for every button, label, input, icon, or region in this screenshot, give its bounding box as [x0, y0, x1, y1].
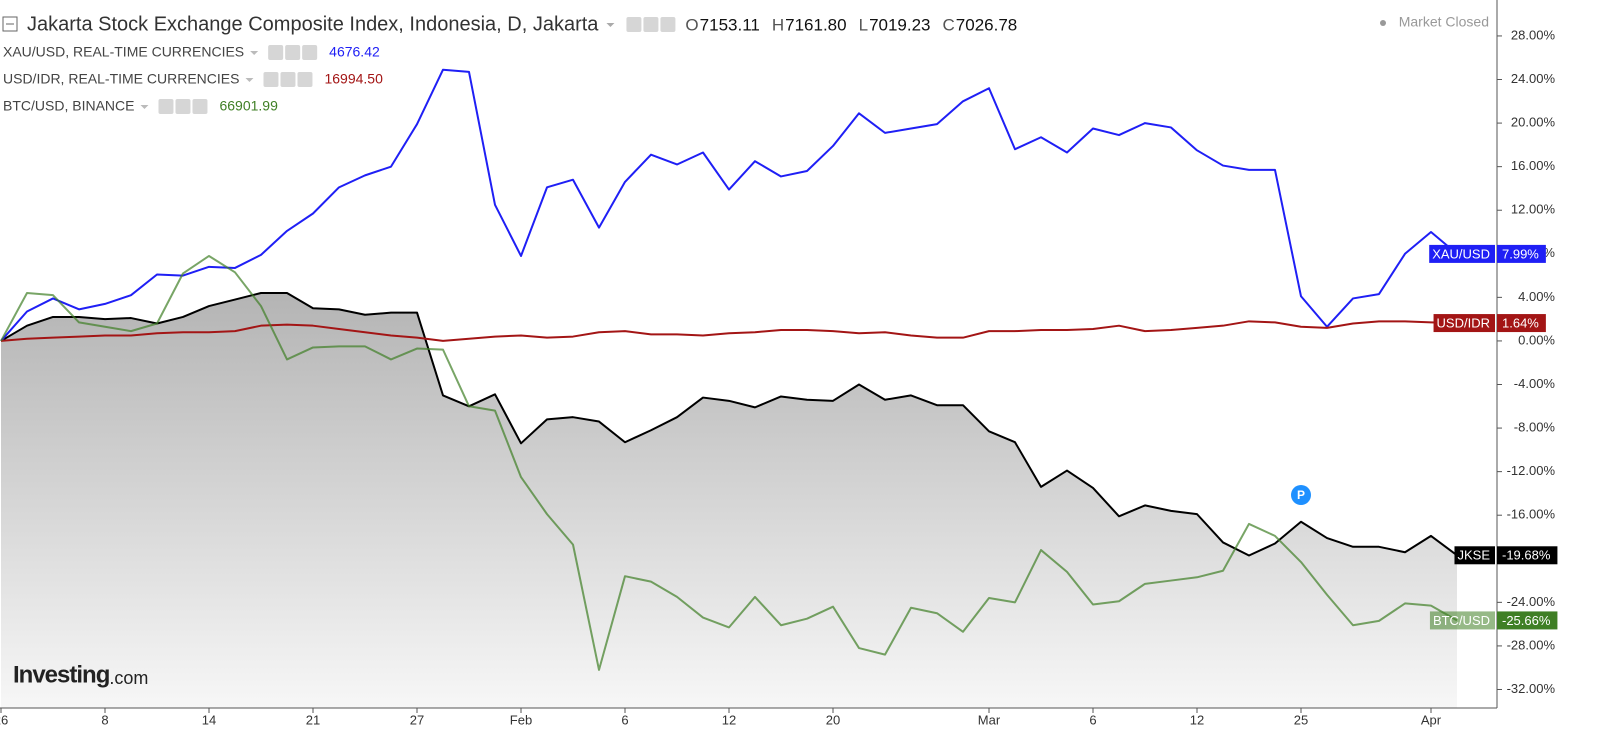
x-tick-label: Mar — [978, 712, 1001, 727]
market-status: Market Closed — [1399, 14, 1489, 30]
legend-price: 66901.99 — [219, 98, 278, 114]
status-dot — [1380, 20, 1386, 26]
dropdown-arrow[interactable] — [250, 51, 259, 55]
logo-suffix: .com — [109, 668, 148, 688]
x-tick-label: 21 — [306, 712, 320, 727]
legend-icon[interactable] — [660, 17, 676, 32]
x-tick-label: Feb — [510, 712, 532, 727]
end-tag-box — [1429, 611, 1495, 630]
end-tag-value: -25.66% — [1502, 613, 1551, 628]
end-tag: JKSE -19.68% — [1454, 546, 1558, 565]
end-tag-value: -19.68% — [1502, 548, 1551, 563]
end-tag-name: BTC/USD — [1433, 613, 1490, 628]
y-tick-label: 24.00% — [1511, 71, 1556, 86]
y-tick-label: -4.00% — [1514, 376, 1556, 391]
ohlc-value: 7019.23 — [869, 15, 930, 34]
collapse-icon[interactable] — [2, 16, 18, 32]
end-tag-box — [1433, 314, 1495, 333]
legend-label[interactable]: BTC/USD, BINANCE — [3, 98, 134, 114]
end-tag-name: USD/IDR — [1437, 316, 1490, 331]
event-marker[interactable] — [1291, 485, 1311, 505]
y-tick-label: 16.00% — [1511, 158, 1556, 173]
legend-icon[interactable] — [643, 17, 659, 32]
end-tag: BTC/USD -25.66% — [1429, 611, 1558, 630]
x-tick-label: 8 — [101, 712, 108, 727]
x-tick-label: Apr — [1421, 712, 1442, 727]
x-tick-label: 20 — [826, 712, 840, 727]
end-tag-box — [1454, 546, 1495, 565]
legend-icon[interactable] — [192, 99, 208, 114]
dropdown-arrow[interactable] — [606, 23, 615, 27]
end-tag-box — [1497, 244, 1546, 263]
legend-icon[interactable] — [285, 45, 301, 60]
legend-price: 4676.42 — [329, 44, 380, 60]
x-tick-label: 6 — [1089, 712, 1096, 727]
y-tick-label: 4.00% — [1518, 289, 1555, 304]
legend-icon[interactable] — [268, 45, 284, 60]
legend-icon[interactable] — [263, 72, 279, 87]
end-tag-box — [1497, 314, 1546, 333]
series-line — [0, 320, 1458, 342]
ohlc-value: 7026.78 — [956, 15, 1017, 34]
event-marker-label: P — [1297, 488, 1305, 502]
x-tick-label: 6 — [621, 712, 628, 727]
y-tick-label: 20.00% — [1511, 115, 1556, 130]
end-tag: XAU/USD 7.99% — [1429, 244, 1546, 263]
chart-title: Jakarta Stock Exchange Composite Index, … — [27, 13, 599, 35]
end-tag-box — [1497, 546, 1558, 565]
legend-price: 16994.50 — [324, 71, 383, 87]
ohlc-value: 7161.80 — [785, 15, 846, 34]
legend-icon[interactable] — [626, 17, 642, 32]
y-tick-label: -32.00% — [1507, 681, 1556, 696]
x-tick-label: 12 — [1190, 712, 1204, 727]
logo-main: Investing — [13, 661, 110, 688]
legend-icon[interactable] — [175, 99, 191, 114]
legend-icon[interactable] — [280, 72, 296, 87]
y-tick-label: -28.00% — [1507, 637, 1556, 652]
y-tick-label: -16.00% — [1507, 507, 1556, 522]
series-line — [0, 292, 1458, 557]
series-line — [0, 68, 1458, 342]
end-tag-name: XAU/USD — [1432, 246, 1490, 261]
end-tag-box — [1429, 244, 1495, 263]
y-tick-label: 0.00% — [1518, 332, 1555, 347]
x-tick-label: 27 — [410, 712, 424, 727]
legend-icon[interactable] — [302, 45, 318, 60]
y-tick-label: 28.00% — [1511, 27, 1556, 42]
y-tick-label: -12.00% — [1507, 463, 1556, 478]
x-tick-label: 25 — [1294, 712, 1308, 727]
ohlc-key: O — [685, 15, 698, 34]
y-tick-label: -24.00% — [1507, 594, 1556, 609]
ohlc-key: L — [859, 15, 868, 34]
end-tag: USD/IDR 1.64% — [1433, 314, 1546, 333]
legend-label[interactable]: USD/IDR, REAL-TIME CURRENCIES — [3, 71, 239, 87]
end-tag-box — [1497, 611, 1558, 630]
legend-icon[interactable] — [297, 72, 313, 87]
ohlc-key: C — [943, 15, 955, 34]
series-line — [0, 254, 1458, 671]
dropdown-arrow[interactable] — [245, 78, 254, 82]
y-tick-label: 12.00% — [1511, 202, 1556, 217]
dropdown-arrow[interactable] — [140, 105, 149, 109]
end-tag-name: JKSE — [1457, 548, 1490, 563]
x-tick-label: 26 — [0, 712, 8, 727]
end-tag-value: 1.64% — [1502, 316, 1539, 331]
ohlc-value: 7153.11 — [700, 15, 760, 34]
y-tick-label: -8.00% — [1514, 420, 1556, 435]
legend-icon[interactable] — [158, 99, 174, 114]
x-tick-label: 12 — [722, 712, 736, 727]
ohlc-key: H — [772, 15, 784, 34]
x-tick-label: 14 — [202, 712, 216, 727]
end-tag-value: 7.99% — [1502, 246, 1539, 261]
legend-label[interactable]: XAU/USD, REAL-TIME CURRENCIES — [3, 44, 244, 60]
